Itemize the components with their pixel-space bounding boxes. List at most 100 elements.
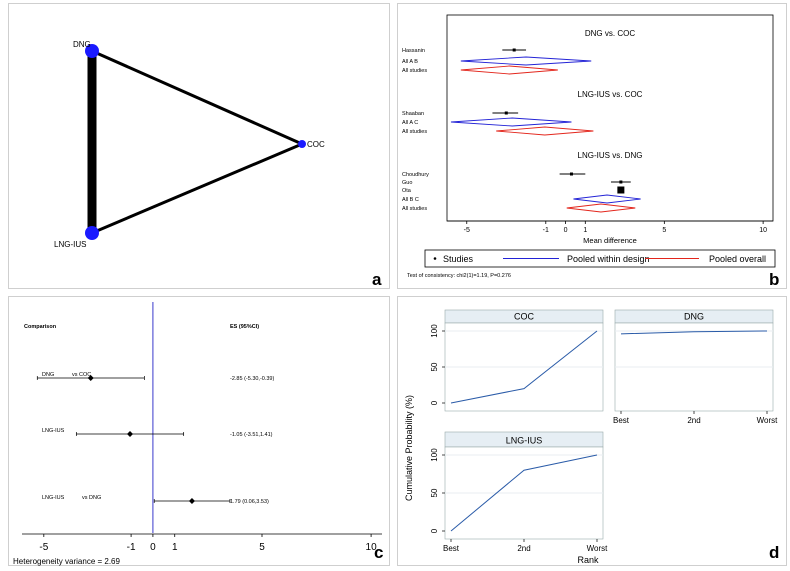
row-label: Choudhury (402, 172, 429, 178)
y-tick-label: 50 (430, 362, 439, 371)
node-label-dng: DNG (73, 40, 91, 49)
x-tick-label: Worst (587, 544, 609, 553)
subplot-title: COC (514, 312, 535, 322)
design-forest-plot: DNG vs. COC Hassanin All A B All studies LNG… (397, 3, 787, 289)
effect-marker (87, 375, 94, 381)
forest-rows: DNG vs COC -2.85 (-5.30,-0.39) LNG-IUS -1.05… (36, 302, 274, 533)
network-nodes: DNG COC LNG-IUS (54, 40, 325, 249)
node-label-lng-ius: LNG-IUS (54, 240, 86, 249)
panel-d: COC 0 50 100 DNG Best 2nd Worst LNG-IUS 0 50 100 Bes… (397, 296, 787, 566)
study-marker (504, 111, 508, 115)
comparison-reference: vs DNG (82, 495, 101, 501)
x-tick-label: 5 (662, 227, 666, 234)
y-tick-label: 0 (430, 528, 439, 533)
legend-pooled-overall: Pooled overall (709, 254, 766, 264)
x-tick-label: -1 (543, 227, 549, 234)
x-tick-label: -5 (464, 227, 470, 234)
panel-a: DNG COC LNG-IUS a (8, 3, 390, 289)
ranking-subplots: COC 0 50 100 DNG Best 2nd Worst LNG-IUS 0 50 100 Bes… (430, 309, 778, 553)
study-marker (512, 48, 516, 52)
x-axis: -5 -1 0 1 5 10 (22, 533, 382, 553)
network-plot: DNG COC LNG-IUS a (8, 3, 390, 289)
comparison-treatment: LNG-IUS (42, 495, 65, 501)
x-axis-label: Rank (577, 555, 599, 565)
y-tick-label: 50 (430, 488, 439, 497)
ranking-plot-coc: COC 0 50 100 (430, 309, 604, 412)
comparison-treatment: DNG (42, 372, 54, 378)
section-title: LNG-IUS vs. COC (578, 90, 643, 99)
es-value: 1.79 (0.06,3.53) (230, 499, 269, 505)
pooled-overall-diamond (496, 126, 594, 136)
legend-study-marker (433, 257, 437, 260)
subplot-title: LNG-IUS (506, 436, 543, 446)
node-label-coc: COC (307, 140, 325, 149)
x-tick-label: 1 (583, 227, 587, 234)
section-title: DNG vs. COC (585, 29, 635, 38)
edge-dng-coc (91, 49, 303, 146)
pooled-overall-diamond (460, 65, 558, 75)
x-tick-label: 0 (564, 227, 568, 234)
heterogeneity-variance: Heterogeneity variance = 2.69 (13, 557, 121, 566)
row-label: All studies (402, 129, 427, 135)
effect-marker (188, 498, 195, 504)
comparison-header: Comparison (24, 324, 57, 330)
network-edges (87, 49, 303, 235)
panel-d-label: d (769, 543, 779, 562)
study-marker (569, 172, 573, 176)
x-tick-label: 0 (150, 542, 156, 553)
pooled-design-diamond (450, 117, 572, 127)
row-label: All A B (402, 59, 418, 65)
y-axis-label: Cumulative Probability (%) (404, 395, 414, 501)
pooled-design-diamond (573, 194, 641, 204)
forest-rows: DNG vs. COC Hassanin All A B All studies LNG… (402, 29, 643, 213)
comparison-treatment: LNG-IUS (42, 428, 65, 434)
cumulative-line (620, 330, 768, 335)
es-value: -2.85 (-5.30,-0.39) (230, 376, 274, 382)
x-tick-label: 10 (366, 542, 378, 553)
row-label: All studies (402, 68, 427, 74)
es-header: ES (95%CI) (230, 324, 259, 330)
pooled-design-diamond (460, 56, 592, 66)
plot-frame (446, 14, 774, 222)
node-dng (85, 44, 99, 58)
x-tick-label: 5 (259, 542, 265, 553)
panel-b-label: b (769, 270, 779, 289)
es-value: -1.05 (-3.51,1.41) (230, 432, 273, 438)
x-tick-label: 2nd (687, 416, 700, 425)
row-label: All B C (402, 197, 419, 203)
x-tick-label: Best (613, 416, 630, 425)
x-tick-label: -1 (127, 542, 136, 553)
panel-a-border (8, 3, 390, 289)
cumulative-line (450, 454, 598, 532)
pooled-overall-diamond (566, 203, 636, 213)
ranking-plot-lng-ius: LNG-IUS 0 50 100 Best 2nd Worst (430, 431, 609, 553)
row-label: All A C (402, 120, 418, 126)
ranking-plot-dng: DNG Best 2nd Worst (613, 309, 778, 425)
row-label: All studies (402, 206, 427, 212)
panel-c: Comparison ES (95%CI) DNG vs COC -2.85 (-5… (8, 296, 390, 566)
y-tick-label: 100 (430, 448, 439, 462)
row-label: Guo (402, 180, 412, 186)
legend: Studies Pooled within design Pooled over… (424, 249, 776, 268)
row-label: Ota (402, 188, 412, 194)
node-lng-ius (85, 226, 99, 240)
cumulative-line (450, 330, 598, 404)
panel-a-label: a (372, 270, 382, 289)
legend-box (424, 249, 776, 268)
study-marker (617, 186, 625, 194)
study-marker (619, 180, 623, 184)
legend-studies: Studies (443, 254, 474, 264)
panel-c-label: c (374, 543, 383, 562)
x-axis-label: Mean difference (583, 236, 637, 245)
panel-b: DNG vs. COC Hassanin All A B All studies LNG… (397, 3, 787, 289)
consistency-test: Test of consistency: chi2(1)=1.19, P=0.2… (407, 273, 511, 279)
row-label: Shaaban (402, 111, 424, 117)
comparison-reference: vs COC (72, 372, 91, 378)
node-coc (298, 140, 306, 148)
subplot-title: DNG (684, 312, 704, 322)
x-tick-label: 1 (172, 542, 178, 553)
x-axis: -5 -1 0 1 5 10 (447, 220, 773, 234)
legend-pooled-design: Pooled within design (567, 254, 650, 264)
x-tick-label: Best (443, 544, 460, 553)
x-tick-label: -5 (39, 542, 48, 553)
